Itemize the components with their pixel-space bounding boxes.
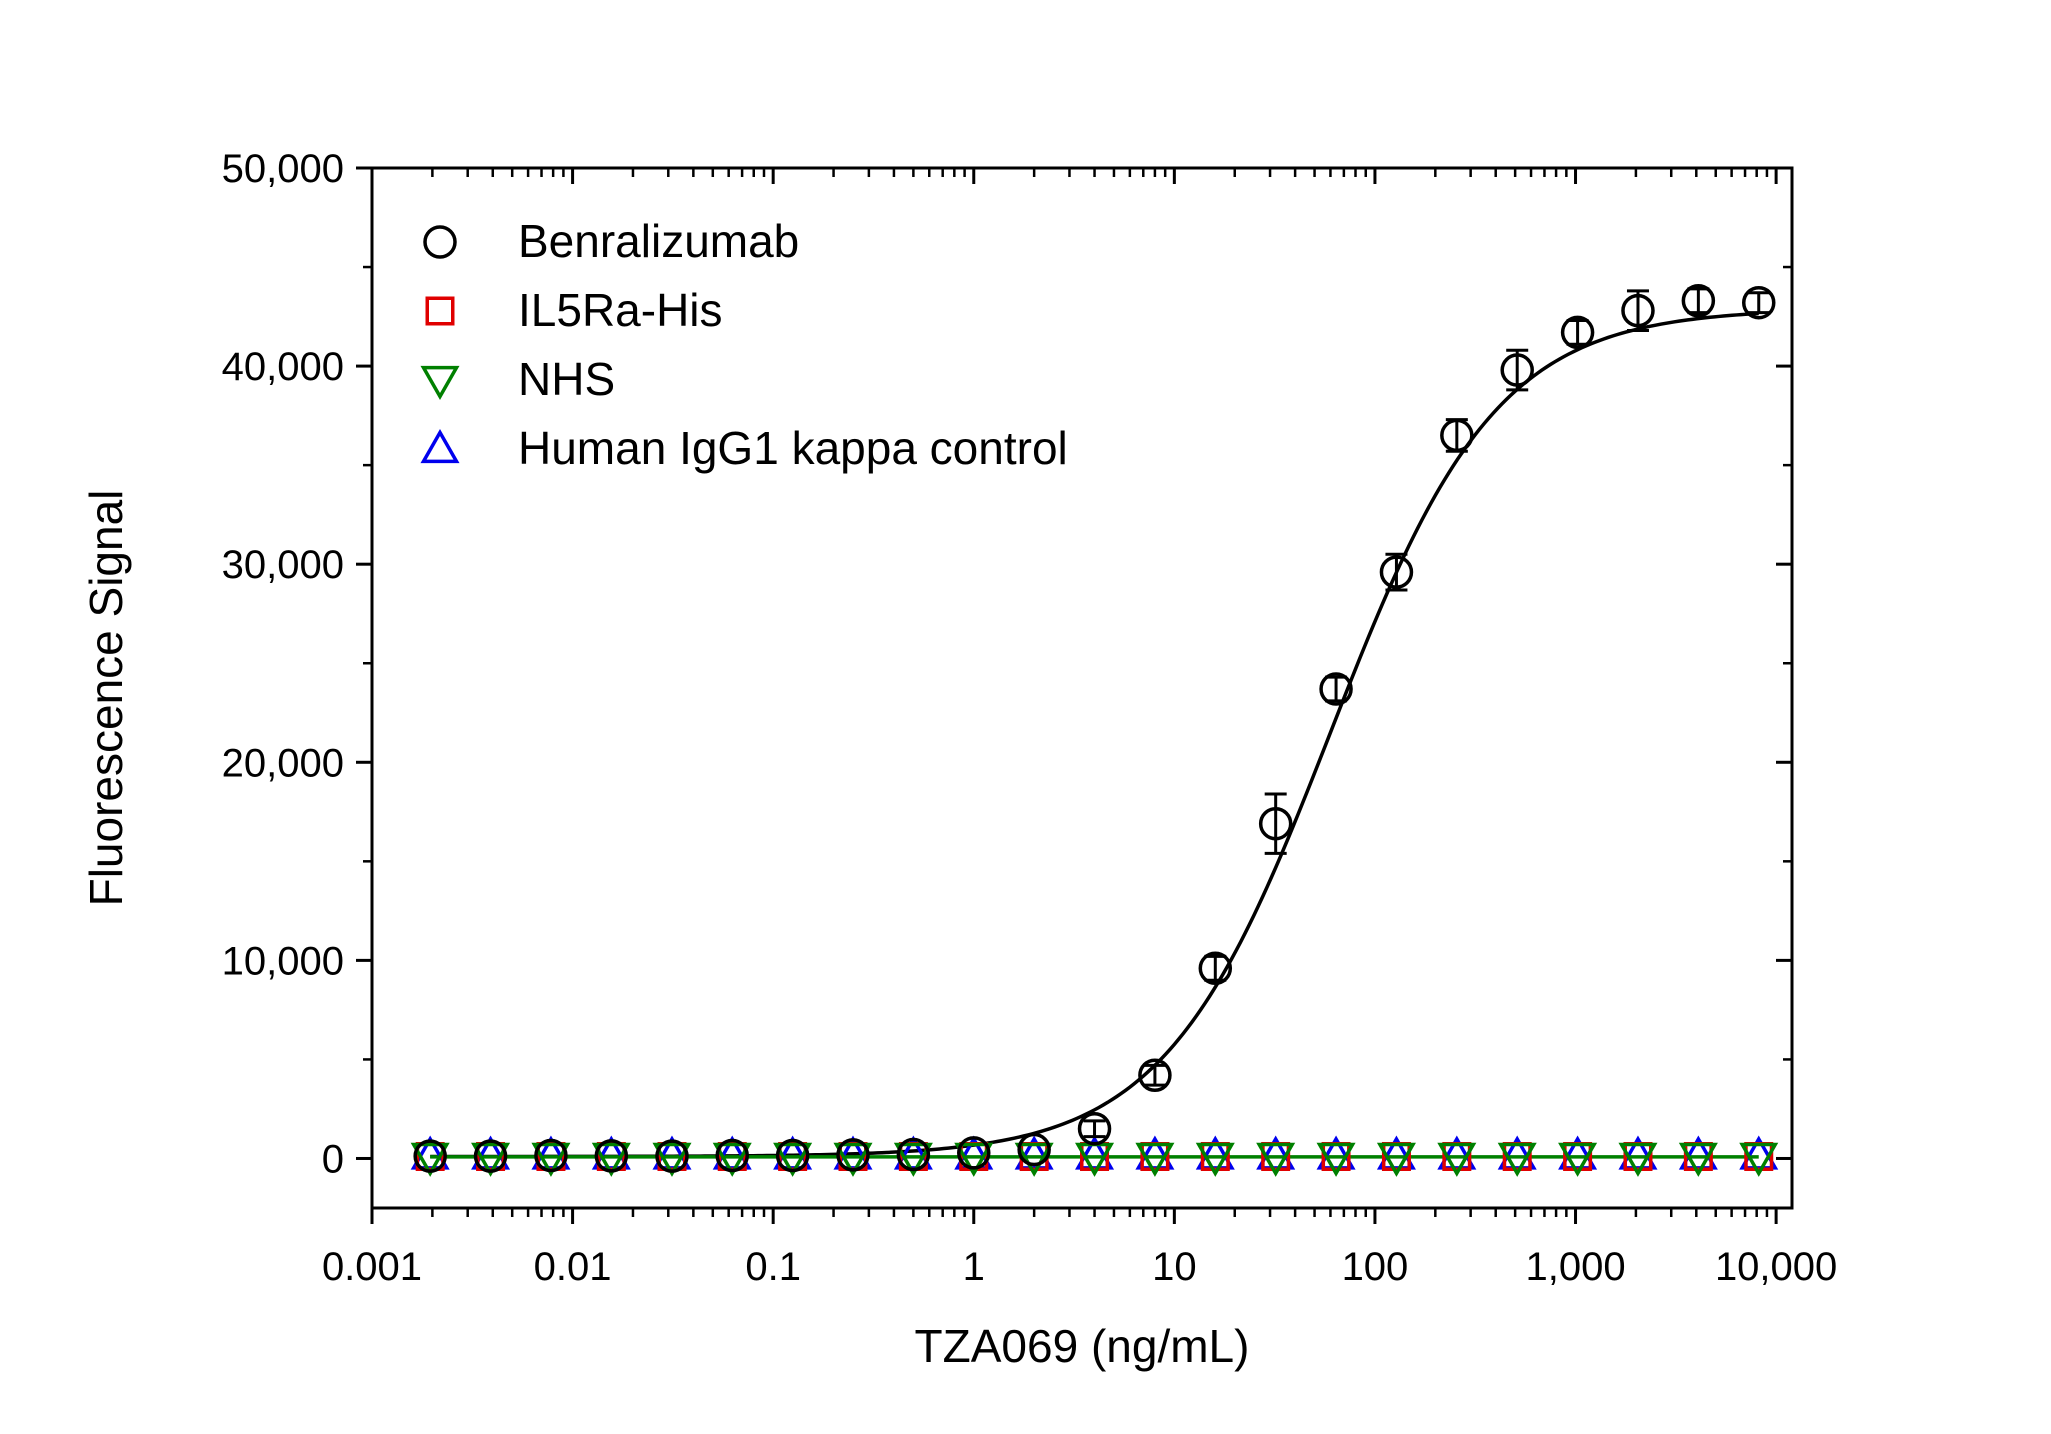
point-nhs (591, 1142, 631, 1177)
legend-label: IL5Ra-His (518, 284, 723, 336)
legend-label: Human IgG1 kappa control (518, 422, 1068, 474)
point-benralizumab (1077, 1112, 1112, 1146)
x-tick-label: 10 (1152, 1245, 1197, 1289)
point-nhs (1739, 1142, 1779, 1177)
fit-curves (430, 311, 1759, 1159)
legend: Benralizumab IL5Ra-His NHS Human IgG1 kappa… (420, 215, 1068, 474)
point-benralizumab (655, 1139, 689, 1173)
y-tick-labels: 0 10,000 20,000 30,000 40,000 50,000 (222, 147, 344, 1181)
point-benralizumab (896, 1137, 931, 1172)
point-nhs (1376, 1142, 1416, 1177)
point-benralizumab (1500, 353, 1534, 387)
legend-marker-nhs (420, 365, 460, 401)
point-nhs (471, 1142, 511, 1177)
legend-marker-il5ra-his (425, 296, 455, 326)
point-benralizumab (1017, 1132, 1051, 1167)
point-benralizumab (957, 1136, 991, 1170)
point-benralizumab (1621, 293, 1655, 328)
point-nhs (1316, 1142, 1356, 1177)
point-nhs (1558, 1142, 1598, 1177)
point-nhs (410, 1142, 450, 1177)
y-tick-label: 20,000 (222, 741, 344, 785)
point-benralizumab (1258, 806, 1293, 841)
x-tick-label: 0.1 (745, 1245, 801, 1289)
point-nhs (1195, 1142, 1235, 1177)
point-benralizumab (1319, 672, 1353, 706)
y-tick-label: 40,000 (222, 345, 344, 389)
point-benralizumab (1681, 283, 1716, 318)
point-nhs (773, 1142, 813, 1177)
point-nhs (1014, 1142, 1054, 1177)
point-nhs (531, 1142, 571, 1177)
legend-marker-benralizumab (423, 225, 457, 259)
y-tick-label: 0 (322, 1137, 344, 1181)
y-tick-label: 10,000 (222, 939, 344, 983)
point-benralizumab (413, 1139, 447, 1173)
x-tick-label: 0.01 (534, 1245, 612, 1289)
point-benralizumab (594, 1139, 629, 1173)
point-nhs (1618, 1142, 1658, 1177)
data-points (410, 283, 1779, 1177)
legend-label: NHS (518, 353, 615, 405)
y-axis-title: Fluorescence Signal (80, 490, 132, 907)
x-tick-label: 100 (1342, 1245, 1409, 1289)
point-benralizumab (836, 1138, 870, 1172)
legend-label: Benralizumab (518, 215, 799, 267)
point-benralizumab (1440, 418, 1474, 453)
x-tick-label: 1 (963, 1245, 985, 1289)
axis-ticks (356, 166, 1792, 1224)
x-tick-label: 10,000 (1715, 1245, 1837, 1289)
point-nhs (1678, 1142, 1718, 1177)
point-benralizumab (534, 1138, 568, 1173)
point-benralizumab (1379, 555, 1414, 589)
point-benralizumab (715, 1138, 749, 1173)
x-axis-title: TZA069 (ng/mL) (915, 1320, 1250, 1372)
point-nhs (954, 1142, 994, 1177)
point-benralizumab (1138, 1058, 1172, 1093)
point-nhs (712, 1142, 752, 1177)
point-nhs (1437, 1142, 1477, 1177)
point-benralizumab (1198, 951, 1233, 986)
x-tick-label: 1,000 (1525, 1245, 1625, 1289)
point-nhs (833, 1142, 873, 1177)
y-tick-label: 50,000 (222, 147, 344, 191)
point-nhs (1497, 1142, 1537, 1177)
point-nhs (1135, 1142, 1175, 1177)
y-tick-label: 30,000 (222, 543, 344, 587)
point-nhs (893, 1142, 933, 1177)
point-nhs (652, 1142, 692, 1177)
x-tick-labels: 0.001 0.01 0.1 1 10 100 1,000 10,000 (322, 1245, 1837, 1289)
point-benralizumab (473, 1139, 508, 1173)
plot-frame (370, 166, 1794, 1210)
point-nhs (1256, 1142, 1296, 1177)
point-benralizumab (1560, 315, 1595, 350)
legend-marker-human-igg1-kappa-control (420, 428, 460, 464)
point-benralizumab (775, 1138, 810, 1173)
x-tick-label: 0.001 (322, 1245, 422, 1289)
point-benralizumab (1741, 285, 1776, 320)
